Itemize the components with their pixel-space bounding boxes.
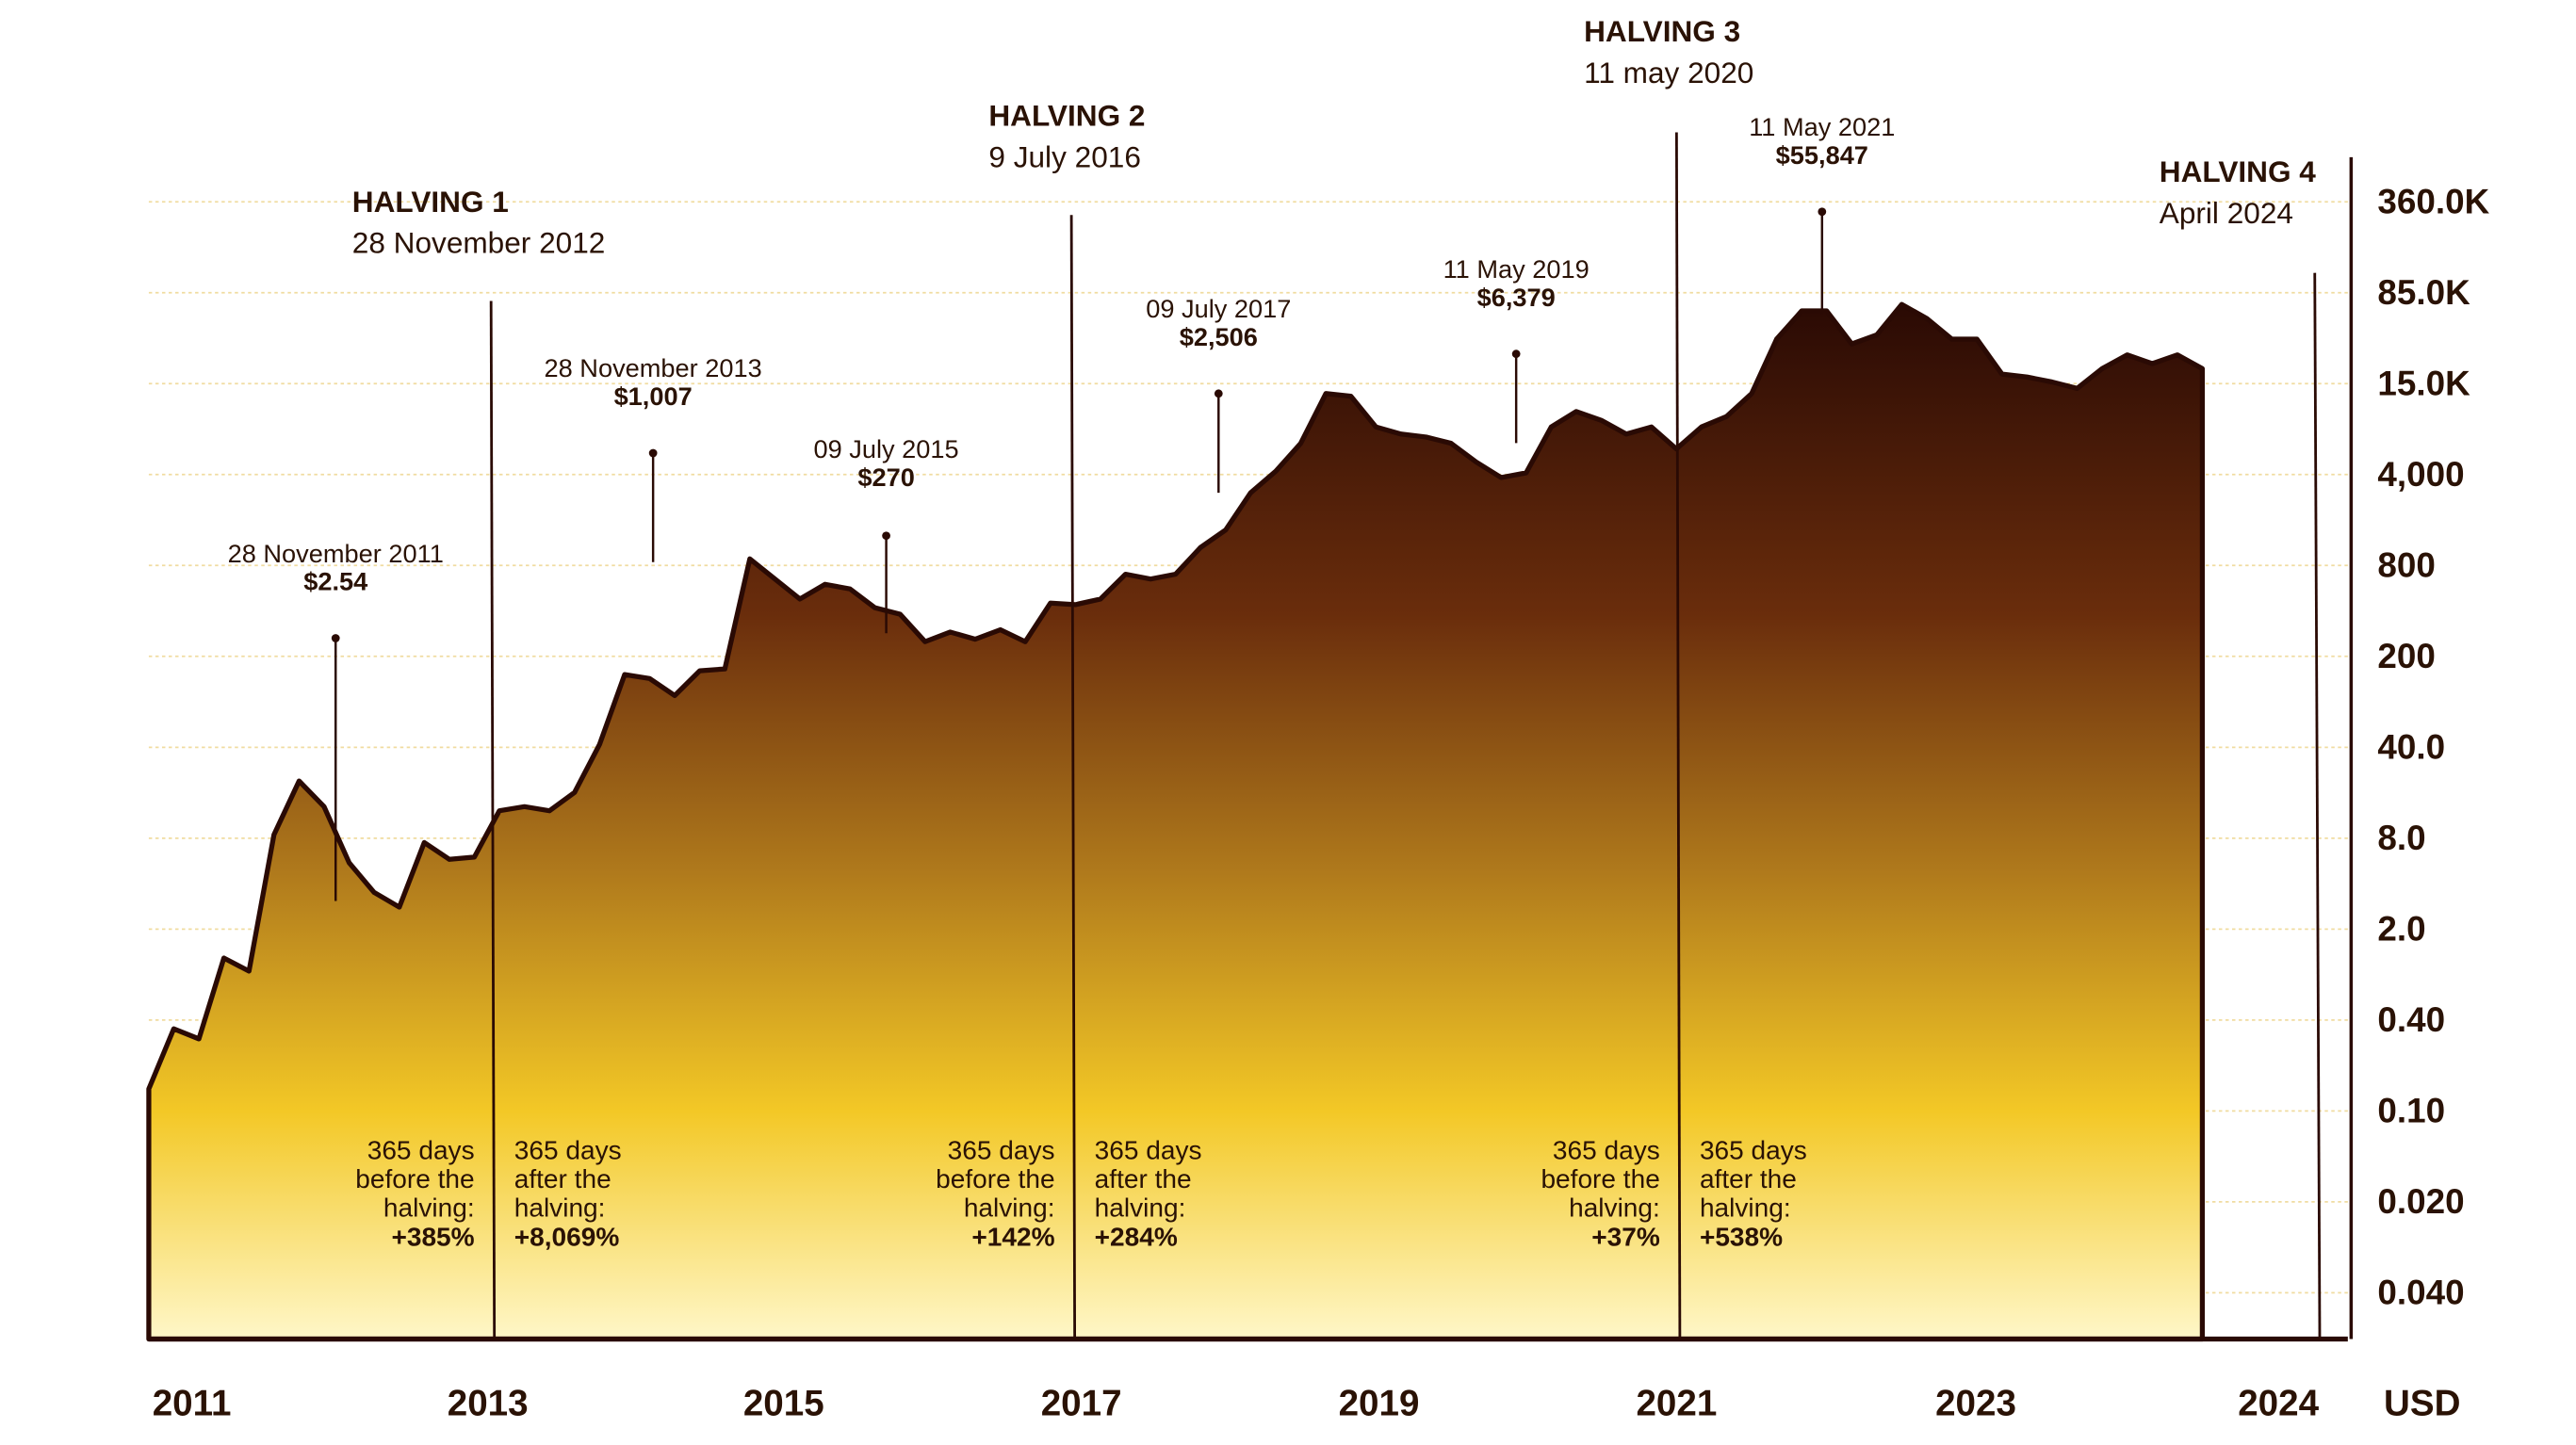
window-text: halving: [964, 1193, 1055, 1223]
y-tick-label: 200 [2377, 637, 2435, 675]
peak-price: $2,506 [1180, 322, 1258, 351]
halving-line [2313, 272, 2322, 1339]
peak-date: 11 May 2021 [1749, 112, 1895, 141]
x-tick-label: 2024 [2238, 1383, 2319, 1423]
y-unit: USD [2384, 1383, 2460, 1423]
halving-date: 9 July 2016 [988, 139, 1141, 173]
peak-dot [882, 531, 890, 541]
x-tick-label: 2023 [1935, 1383, 2016, 1423]
halving-title: HALVING 2 [988, 99, 1145, 133]
peak-price: $2.54 [303, 567, 367, 596]
y-tick-label: 40.0 [2377, 728, 2445, 767]
window-text: 365 days [1095, 1135, 1202, 1164]
x-tick-label: 2021 [1636, 1383, 1717, 1423]
halving-title: HALVING 4 [2160, 154, 2317, 188]
y-tick-label: 360.0K [2377, 183, 2489, 221]
peak-dot [648, 448, 658, 458]
window-text: 365 days [1553, 1135, 1660, 1164]
halving-date: 11 may 2020 [1584, 56, 1753, 89]
peak-date: 09 July 2015 [813, 434, 958, 463]
y-tick-label: 8.0 [2377, 819, 2425, 857]
peak-dot [1818, 207, 1827, 217]
x-tick-label: 2019 [1339, 1383, 1420, 1423]
y-tick-label: 2.0 [2377, 910, 2425, 949]
peak-dot [331, 634, 340, 642]
window-text: +8,069% [514, 1222, 620, 1251]
y-tick-label: 0.020 [2377, 1182, 2464, 1221]
window-text: halving: [1095, 1193, 1186, 1223]
x-tick-label: 2011 [153, 1383, 232, 1423]
y-tick-label: 800 [2377, 546, 2435, 585]
peak-price: $55,847 [1776, 140, 1868, 170]
x-tick-label: 2013 [448, 1383, 529, 1423]
x-tick-label: 2017 [1041, 1383, 1122, 1423]
peak-price: $1,007 [614, 382, 693, 411]
peak-date: 09 July 2017 [1146, 294, 1291, 323]
y-tick-label: 4,000 [2377, 455, 2464, 494]
y-tick-label: 15.0K [2377, 365, 2470, 403]
peak-date: 11 May 2019 [1443, 254, 1590, 284]
window-text: +284% [1095, 1222, 1178, 1251]
window-text: +37% [1591, 1222, 1660, 1251]
window-text: before the [355, 1164, 474, 1193]
window-text: 365 days [367, 1135, 475, 1164]
halving-title: HALVING 3 [1584, 14, 1740, 48]
y-tick-label: 85.0K [2377, 273, 2470, 312]
halving-title: HALVING 1 [352, 185, 509, 219]
window-text: halving: [383, 1193, 475, 1223]
window-text: 365 days [1700, 1135, 1807, 1164]
peak-dot [1214, 389, 1223, 398]
halving-line [489, 300, 497, 1339]
window-text: +385% [391, 1222, 474, 1251]
peak-date: 28 November 2011 [228, 539, 444, 568]
x-tick-label: 2015 [743, 1383, 824, 1423]
window-text: before the [936, 1164, 1054, 1193]
window-text: after the [1700, 1164, 1797, 1193]
halving-date: April 2024 [2160, 196, 2293, 230]
peak-dot [1511, 349, 1521, 359]
window-text: halving: [514, 1193, 606, 1223]
y-tick-label: 0.40 [2377, 1000, 2445, 1039]
price-area [146, 301, 2206, 1342]
peak-date: 28 November 2013 [545, 353, 762, 382]
window-text: halving: [1700, 1193, 1791, 1223]
window-text: 365 days [514, 1135, 622, 1164]
halving-line [1674, 132, 1682, 1339]
y-tick-label: 0.10 [2377, 1092, 2445, 1130]
y-tick-label: 0.040 [2377, 1274, 2464, 1312]
halving-line [1069, 215, 1077, 1339]
window-text: halving: [1569, 1193, 1660, 1223]
halving-date: 28 November 2012 [352, 226, 606, 260]
window-text: before the [1541, 1164, 1659, 1193]
peak-price: $270 [857, 463, 914, 492]
peak-price: $6,379 [1477, 283, 1556, 312]
window-text: 365 days [948, 1135, 1055, 1164]
window-text: after the [1095, 1164, 1192, 1193]
window-text: +142% [971, 1222, 1054, 1251]
window-text: +538% [1700, 1222, 1783, 1251]
window-text: after the [514, 1164, 611, 1193]
